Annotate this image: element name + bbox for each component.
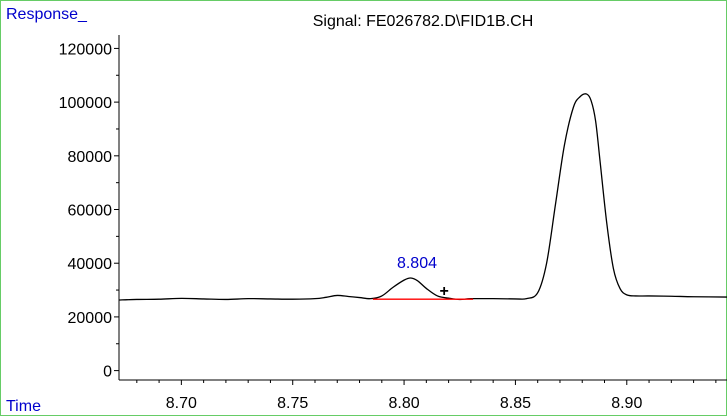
- x-tick-label: 8.70: [166, 395, 197, 412]
- x-axis-ticks: 8.70 8.75 8.80 8.85 8.90: [136, 380, 717, 412]
- chart-title: Signal: FE026782.D\FID1B.CH: [313, 13, 534, 30]
- x-tick-label: 8.75: [277, 395, 308, 412]
- y-tick-label: 100000: [59, 95, 112, 112]
- x-tick-label: 8.85: [500, 395, 531, 412]
- y-tick-label: 80000: [68, 149, 113, 166]
- y-tick-label: 120000: [59, 41, 112, 58]
- peak-label: 8.804: [397, 255, 437, 272]
- x-tick-label: 8.80: [388, 395, 419, 412]
- y-tick-label: 0: [103, 364, 112, 381]
- plot-area: 8.804+: [118, 93, 727, 301]
- y-axis-ticks: 0 20000 40000 60000 80000 100000 120000: [59, 41, 119, 381]
- y-axis-label: Response_: [6, 6, 88, 23]
- y-tick-label: 60000: [68, 203, 113, 220]
- x-axis-label: Time: [6, 398, 41, 415]
- y-tick-label: 20000: [68, 310, 113, 327]
- cursor-marker: +: [439, 283, 448, 300]
- x-tick-label: 8.90: [611, 395, 642, 412]
- y-tick-label: 40000: [68, 256, 113, 273]
